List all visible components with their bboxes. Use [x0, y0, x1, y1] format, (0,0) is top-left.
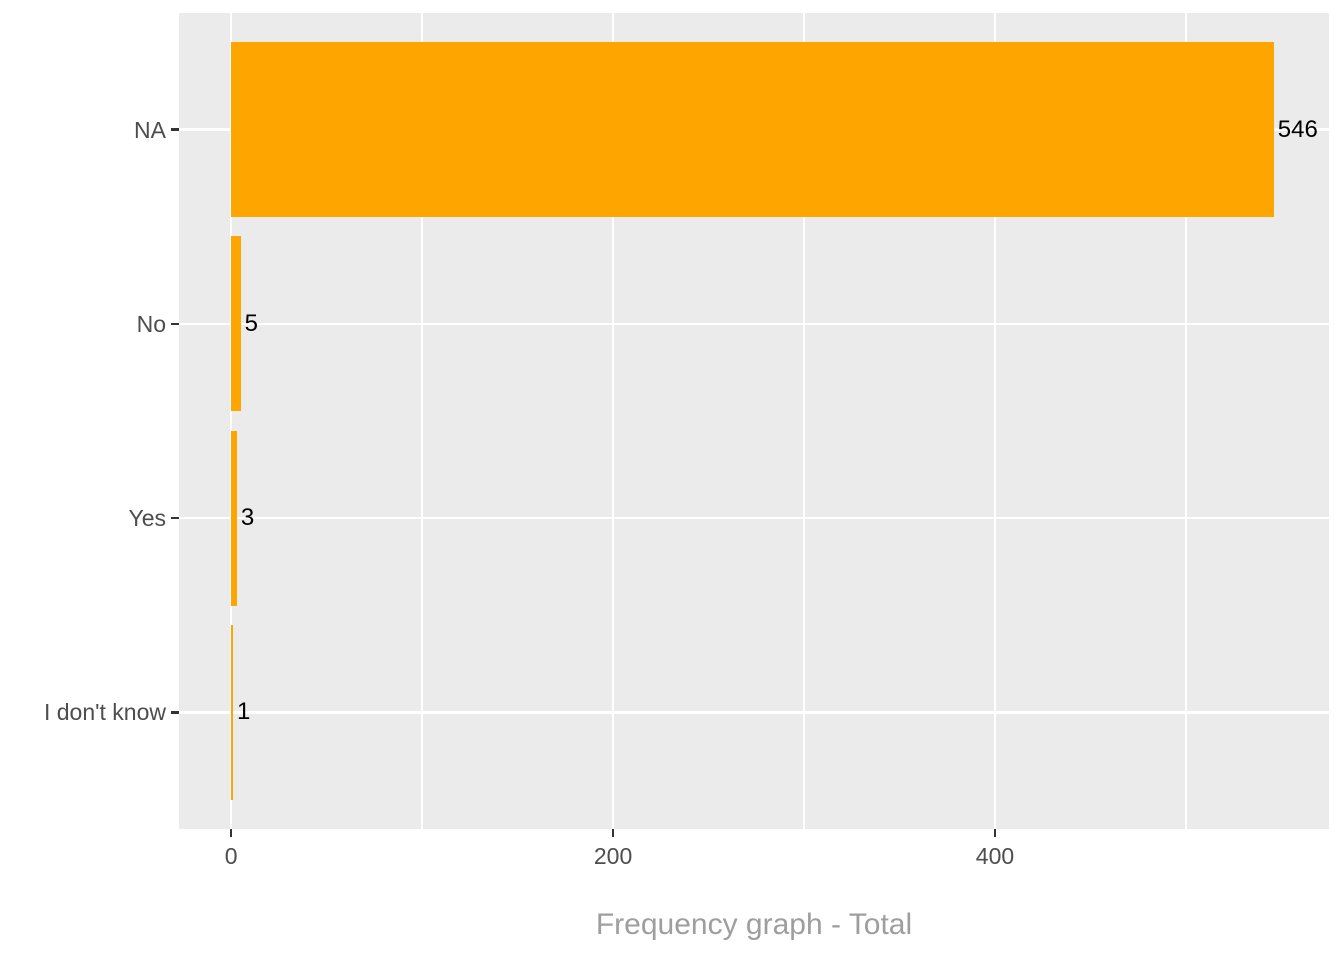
bar-yes	[231, 430, 237, 606]
x-axis-tick-label: 200	[593, 843, 633, 869]
y-axis-label: No	[136, 310, 166, 337]
bar-no	[231, 236, 241, 412]
y-axis-label: NA	[134, 116, 166, 143]
gridline-minor-vertical	[1185, 13, 1187, 829]
gridline-major-vertical	[993, 13, 997, 829]
x-axis-tick-label: 400	[975, 843, 1015, 869]
gridline-minor-vertical	[421, 13, 423, 829]
bar-value-label: 1	[237, 698, 251, 726]
bar-i-don-t-know	[231, 625, 234, 800]
y-axis-tick-mark	[171, 516, 179, 520]
gridline-major-vertical	[229, 13, 233, 829]
gridline-major-horizontal	[179, 711, 1329, 714]
x-axis-tick-mark	[611, 829, 615, 837]
y-axis-tick-mark	[171, 322, 179, 326]
bar-value-label: 546	[1277, 115, 1318, 143]
bar-value-label: 3	[240, 504, 255, 532]
bar-na	[231, 42, 1274, 217]
bar-value-label: 5	[244, 309, 259, 337]
y-axis-tick-mark	[171, 128, 179, 131]
gridline-major-horizontal	[179, 322, 1329, 326]
gridline-major-horizontal	[179, 516, 1329, 520]
x-axis-tick-mark	[993, 829, 997, 837]
x-axis-tick-label: 0	[224, 843, 238, 869]
gridline-minor-vertical	[803, 13, 805, 829]
x-axis-tick-mark	[229, 829, 233, 837]
y-axis-label: Yes	[128, 505, 166, 532]
y-axis-label: I don't know	[43, 699, 166, 726]
x-axis-title: Frequency graph - Total	[595, 908, 913, 941]
y-axis-tick-mark	[171, 711, 179, 714]
gridline-major-vertical	[611, 13, 615, 829]
